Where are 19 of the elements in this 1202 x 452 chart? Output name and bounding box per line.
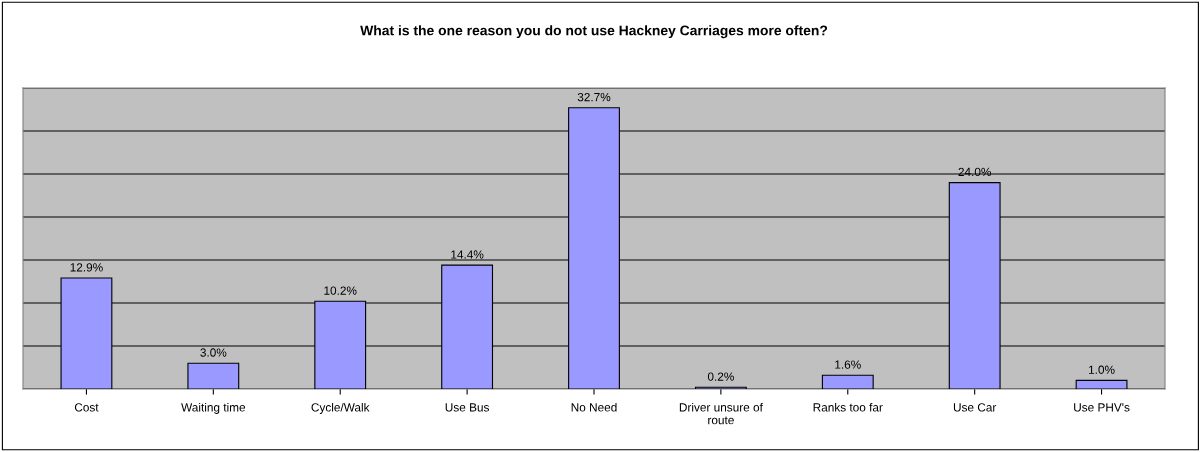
x-tick-label: No Need bbox=[571, 402, 617, 412]
x-tick-label: Use PHV's bbox=[1074, 403, 1130, 412]
data-label: 1.0% bbox=[1089, 365, 1115, 374]
data-label: 32.7% bbox=[577, 92, 611, 102]
data-label: 12.9% bbox=[70, 263, 103, 272]
data-label: 14.4% bbox=[451, 250, 484, 259]
x-tick-label: Driver unsure of route bbox=[679, 402, 763, 425]
x-tick-label: Use Bus bbox=[445, 403, 489, 412]
data-label: 0.2% bbox=[707, 372, 734, 381]
data-label: 10.2% bbox=[324, 286, 357, 295]
data-label: 24.0% bbox=[958, 167, 991, 177]
x-tick-label: Ranks too far bbox=[813, 402, 883, 412]
x-tick-label: Cost bbox=[74, 403, 99, 412]
chart-title: What is the one reason you do not use Hackney Carriages more often? bbox=[360, 25, 828, 39]
x-tick-label: Cycle/Walk bbox=[311, 402, 370, 414]
data-label: 1.6% bbox=[835, 360, 861, 369]
data-label: 3.0% bbox=[200, 348, 227, 357]
x-tick-label: Use Car bbox=[953, 403, 997, 412]
x-tick-label: Waiting time bbox=[181, 402, 246, 414]
